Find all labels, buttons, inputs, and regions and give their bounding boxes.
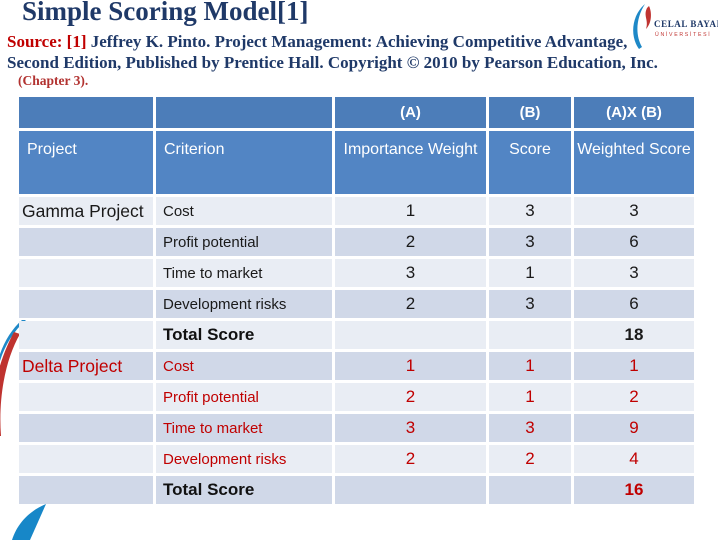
- header-cell-criterion: Criterion: [156, 131, 332, 194]
- table-cell-criterion: Profit potential: [156, 383, 332, 411]
- header-cell-b: (B): [489, 97, 571, 128]
- table-cell-criterion: Total Score: [156, 476, 332, 504]
- table-cell-weight: 3: [335, 414, 486, 442]
- table-cell-weighted: 18: [574, 321, 694, 349]
- table-cell-weighted: 6: [574, 290, 694, 318]
- table-cell-score: 3: [489, 414, 571, 442]
- table-cell-project: [19, 321, 153, 349]
- table-cell-project: [19, 259, 153, 287]
- table-cell-weighted: 6: [574, 228, 694, 256]
- table-cell-weight: [335, 321, 486, 349]
- source-text-line2: Second Edition, Published by Prentice Ha…: [7, 53, 658, 72]
- table-cell-weighted: 16: [574, 476, 694, 504]
- logo-flame-red: [645, 6, 651, 29]
- header-cell-importance-weight: Importance Weight: [335, 131, 486, 194]
- table-cell-score: 3: [489, 290, 571, 318]
- table-cell-project: Delta Project: [19, 352, 153, 380]
- table-cell-project: [19, 228, 153, 256]
- table-cell-score: 1: [489, 259, 571, 287]
- swoosh-decoration: [12, 504, 46, 540]
- table-cell-score: 2: [489, 445, 571, 473]
- logo-flame-blue: [633, 4, 645, 49]
- logo-name: CELAL BAYAR: [654, 19, 718, 29]
- table-cell-project: [19, 476, 153, 504]
- university-logo: CELAL BAYAR ÜNİVERSİTESİ: [633, 4, 718, 49]
- table-cell-criterion: Total Score: [156, 321, 332, 349]
- table-cell-criterion: Cost: [156, 352, 332, 380]
- table-cell-weight: 1: [335, 352, 486, 380]
- header-cell-weighted-score: Weighted Score: [574, 131, 694, 194]
- table-cell-weighted: 3: [574, 197, 694, 225]
- table-cell-weight: 3: [335, 259, 486, 287]
- table-cell-weight: 2: [335, 290, 486, 318]
- table-cell-criterion: Profit potential: [156, 228, 332, 256]
- table-cell-criterion: Development risks: [156, 290, 332, 318]
- table-cell-weighted: 2: [574, 383, 694, 411]
- chapter-note: (Chapter 3).: [18, 73, 89, 88]
- table-cell-project: [19, 445, 153, 473]
- table-cell-score: 3: [489, 228, 571, 256]
- table-cell-score: [489, 321, 571, 349]
- flame-decoration-red: [0, 332, 20, 436]
- table-cell-project: Gamma Project: [19, 197, 153, 225]
- table-cell-criterion: Cost: [156, 197, 332, 225]
- table-cell-weight: [335, 476, 486, 504]
- source-label: Source:: [7, 32, 63, 51]
- table-cell-weighted: 4: [574, 445, 694, 473]
- table-cell-weighted: 9: [574, 414, 694, 442]
- table-cell-weight: 2: [335, 383, 486, 411]
- table-cell-weight: 2: [335, 445, 486, 473]
- swoosh-shape: [12, 504, 46, 540]
- table-cell-weight: 1: [335, 197, 486, 225]
- table-cell-project: [19, 414, 153, 442]
- flame-decoration: [0, 320, 26, 436]
- header-cell-a: (A): [335, 97, 486, 128]
- header-cell-blank-1: [19, 97, 153, 128]
- source-citation: Source: [1] Jeffrey K. Pinto. Project Ma…: [7, 31, 715, 73]
- logo-subtitle: ÜNİVERSİTESİ: [655, 31, 711, 38]
- table-cell-weighted: 1: [574, 352, 694, 380]
- table-cell-score: 1: [489, 383, 571, 411]
- header-cell-axb: (A)X (B): [574, 97, 694, 128]
- header-cell-blank-2: [156, 97, 332, 128]
- table-cell-weighted: 3: [574, 259, 694, 287]
- table-cell-score: 1: [489, 352, 571, 380]
- page-title: Simple Scoring Model[1]: [22, 0, 309, 26]
- source-ref: [1]: [66, 32, 87, 51]
- table-cell-criterion: Time to market: [156, 259, 332, 287]
- source-text-line1: Jeffrey K. Pinto. Project Management: Ac…: [90, 32, 628, 51]
- table-cell-project: [19, 383, 153, 411]
- header-cell-project: Project: [19, 131, 153, 194]
- table-cell-criterion: Time to market: [156, 414, 332, 442]
- table-cell-score: 3: [489, 197, 571, 225]
- scoring-table: (A) (B) (A)X (B) Project Criterion Impor…: [19, 97, 694, 504]
- header-cell-score: Score: [489, 131, 571, 194]
- table-cell-criterion: Development risks: [156, 445, 332, 473]
- table-cell-project: [19, 290, 153, 318]
- table-cell-score: [489, 476, 571, 504]
- table-cell-weight: 2: [335, 228, 486, 256]
